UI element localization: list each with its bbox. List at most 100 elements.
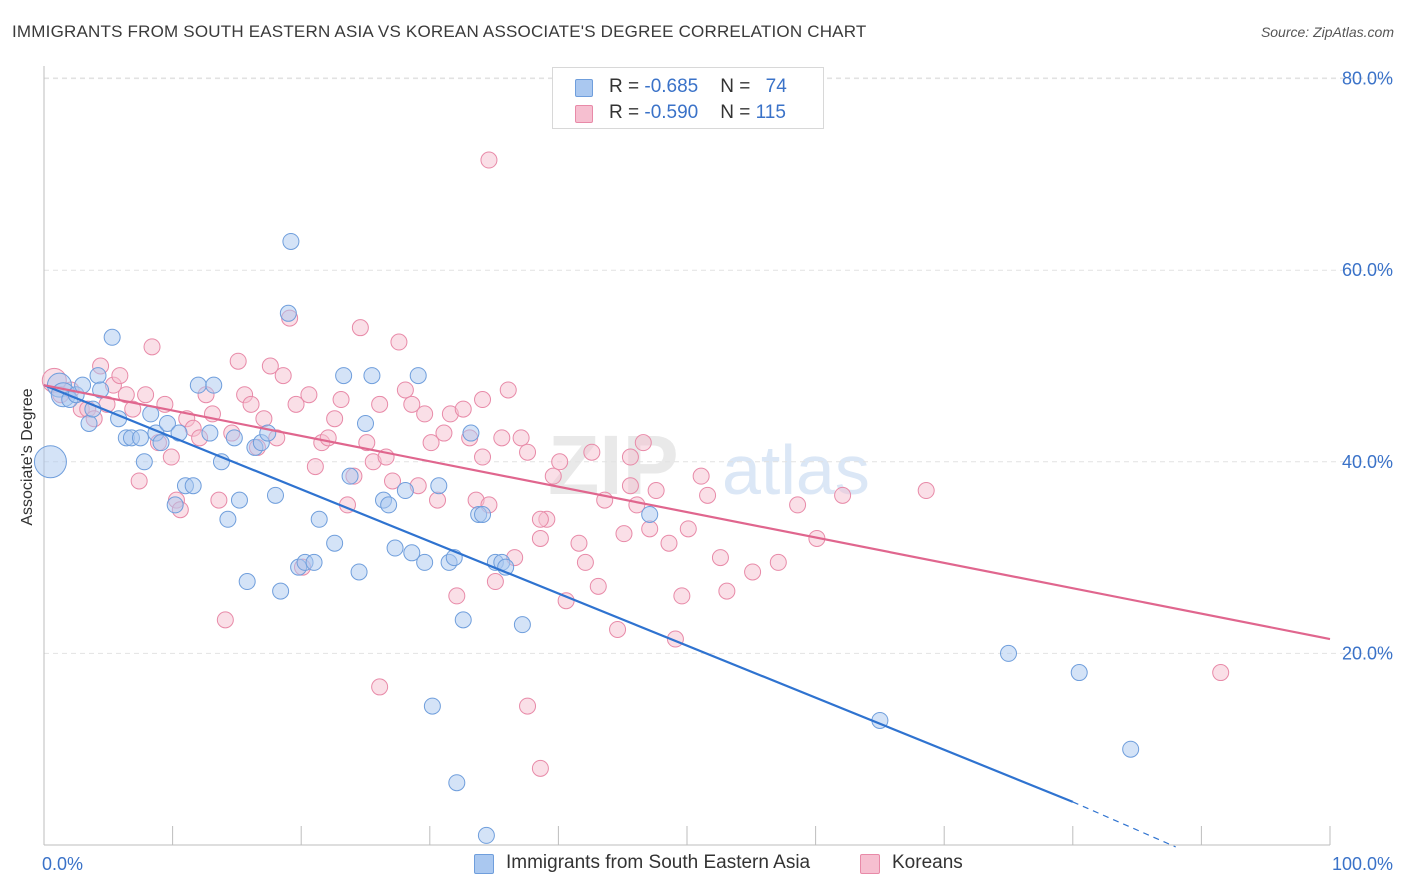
point-koreans xyxy=(287,395,305,413)
point-koreans xyxy=(255,410,273,428)
point-koreans xyxy=(300,386,318,404)
point-koreans xyxy=(531,529,549,547)
point-koreans xyxy=(583,443,601,461)
point-sea-immigrants xyxy=(230,491,248,509)
point-sea-immigrants xyxy=(166,496,184,514)
series-legend: Immigrants from South Eastern Asia Korea… xyxy=(0,852,1406,878)
point-sea-immigrants xyxy=(386,539,404,557)
point-koreans xyxy=(162,448,180,466)
point-koreans xyxy=(789,496,807,514)
point-koreans xyxy=(326,410,344,428)
point-koreans xyxy=(274,367,292,385)
point-koreans xyxy=(210,491,228,509)
point-sea-immigrants xyxy=(282,232,300,250)
point-koreans xyxy=(306,458,324,476)
trend-line-sea-immigrants-extension xyxy=(1072,801,1176,848)
point-koreans xyxy=(229,352,247,370)
series-swatch-pink xyxy=(860,854,880,874)
point-koreans xyxy=(1212,664,1230,682)
point-koreans xyxy=(216,611,234,629)
point-sea-immigrants xyxy=(219,510,237,528)
legend-text-pink: R = -0.590 N = 115 xyxy=(609,102,786,124)
point-sea-immigrants xyxy=(416,553,434,571)
x-tick-label: 100.0% xyxy=(1332,854,1393,874)
point-sea-immigrants xyxy=(1122,740,1140,758)
point-sea-immigrants xyxy=(279,304,297,322)
point-koreans xyxy=(551,453,569,471)
legend-n-label: N = xyxy=(720,102,756,123)
point-koreans xyxy=(519,697,537,715)
point-koreans xyxy=(641,520,659,538)
point-koreans xyxy=(117,386,135,404)
point-sea-immigrants xyxy=(462,424,480,442)
point-koreans xyxy=(673,587,691,605)
point-koreans xyxy=(647,482,665,500)
point-koreans xyxy=(499,381,517,399)
point-sea-immigrants xyxy=(641,505,659,523)
chart-title: IMMIGRANTS FROM SOUTH EASTERN ASIA VS KO… xyxy=(12,22,867,41)
point-koreans xyxy=(261,357,279,375)
point-sea-immigrants xyxy=(454,611,472,629)
legend-r-value: -0.590 xyxy=(644,102,699,123)
point-koreans xyxy=(570,534,588,552)
point-koreans xyxy=(358,434,376,452)
point-sea-immigrants xyxy=(1000,644,1017,662)
point-koreans xyxy=(435,424,453,442)
point-koreans xyxy=(137,386,155,404)
point-sea-immigrants xyxy=(80,414,98,432)
point-koreans xyxy=(512,429,530,447)
point-sea-immigrants xyxy=(409,367,427,385)
point-koreans xyxy=(531,510,549,528)
point-koreans xyxy=(519,443,537,461)
point-koreans xyxy=(917,482,935,500)
data-points xyxy=(33,151,1230,844)
point-koreans xyxy=(576,553,594,571)
point-sea-immigrants xyxy=(326,534,344,552)
point-koreans xyxy=(609,620,627,638)
point-koreans xyxy=(486,573,504,591)
point-sea-immigrants xyxy=(33,445,67,479)
point-sea-immigrants xyxy=(238,573,256,591)
point-sea-immigrants xyxy=(403,544,421,562)
legend-n-value: 74 xyxy=(765,76,787,97)
point-koreans xyxy=(544,467,562,485)
point-koreans xyxy=(692,467,710,485)
point-koreans xyxy=(711,549,729,567)
point-sea-immigrants xyxy=(205,376,223,394)
point-sea-immigrants xyxy=(103,328,121,346)
legend-n-label: N = xyxy=(720,76,756,97)
point-koreans xyxy=(493,429,511,447)
point-sea-immigrants xyxy=(305,553,323,571)
point-koreans xyxy=(454,400,472,418)
point-sea-immigrants xyxy=(272,582,290,600)
grid-lines xyxy=(44,77,1394,654)
legend-r-label: R = xyxy=(609,76,645,97)
point-koreans xyxy=(679,520,697,538)
point-sea-immigrants xyxy=(430,477,448,495)
point-sea-immigrants xyxy=(423,697,441,715)
series-label-pink: Koreans xyxy=(892,852,963,873)
point-koreans xyxy=(124,400,142,418)
legend-n-value: 115 xyxy=(755,102,786,123)
y-tick-label: 80.0% xyxy=(1342,69,1393,89)
point-koreans xyxy=(332,391,350,409)
point-sea-immigrants xyxy=(335,367,353,385)
point-koreans xyxy=(371,678,389,696)
point-sea-immigrants xyxy=(1070,664,1088,682)
point-sea-immigrants xyxy=(310,510,328,528)
point-sea-immigrants xyxy=(158,414,176,432)
point-sea-immigrants xyxy=(350,563,368,581)
point-sea-immigrants xyxy=(152,434,170,452)
point-koreans xyxy=(429,491,447,509)
correlation-legend: R = -0.685 N = 74 R = -0.590 N = 115 xyxy=(552,67,824,129)
point-sea-immigrants xyxy=(341,467,359,485)
legend-text-blue: R = -0.685 N = 74 xyxy=(609,76,787,98)
point-sea-immigrants xyxy=(201,424,219,442)
y-tick-label: 20.0% xyxy=(1342,643,1393,663)
point-koreans xyxy=(834,486,852,504)
point-sea-immigrants xyxy=(184,477,202,495)
point-sea-immigrants xyxy=(477,826,495,844)
tick-labels: 20.0% 40.0% 60.0% 80.0% 0.0% 100.0% xyxy=(42,69,1393,874)
point-koreans xyxy=(242,395,260,413)
point-koreans xyxy=(589,577,607,595)
